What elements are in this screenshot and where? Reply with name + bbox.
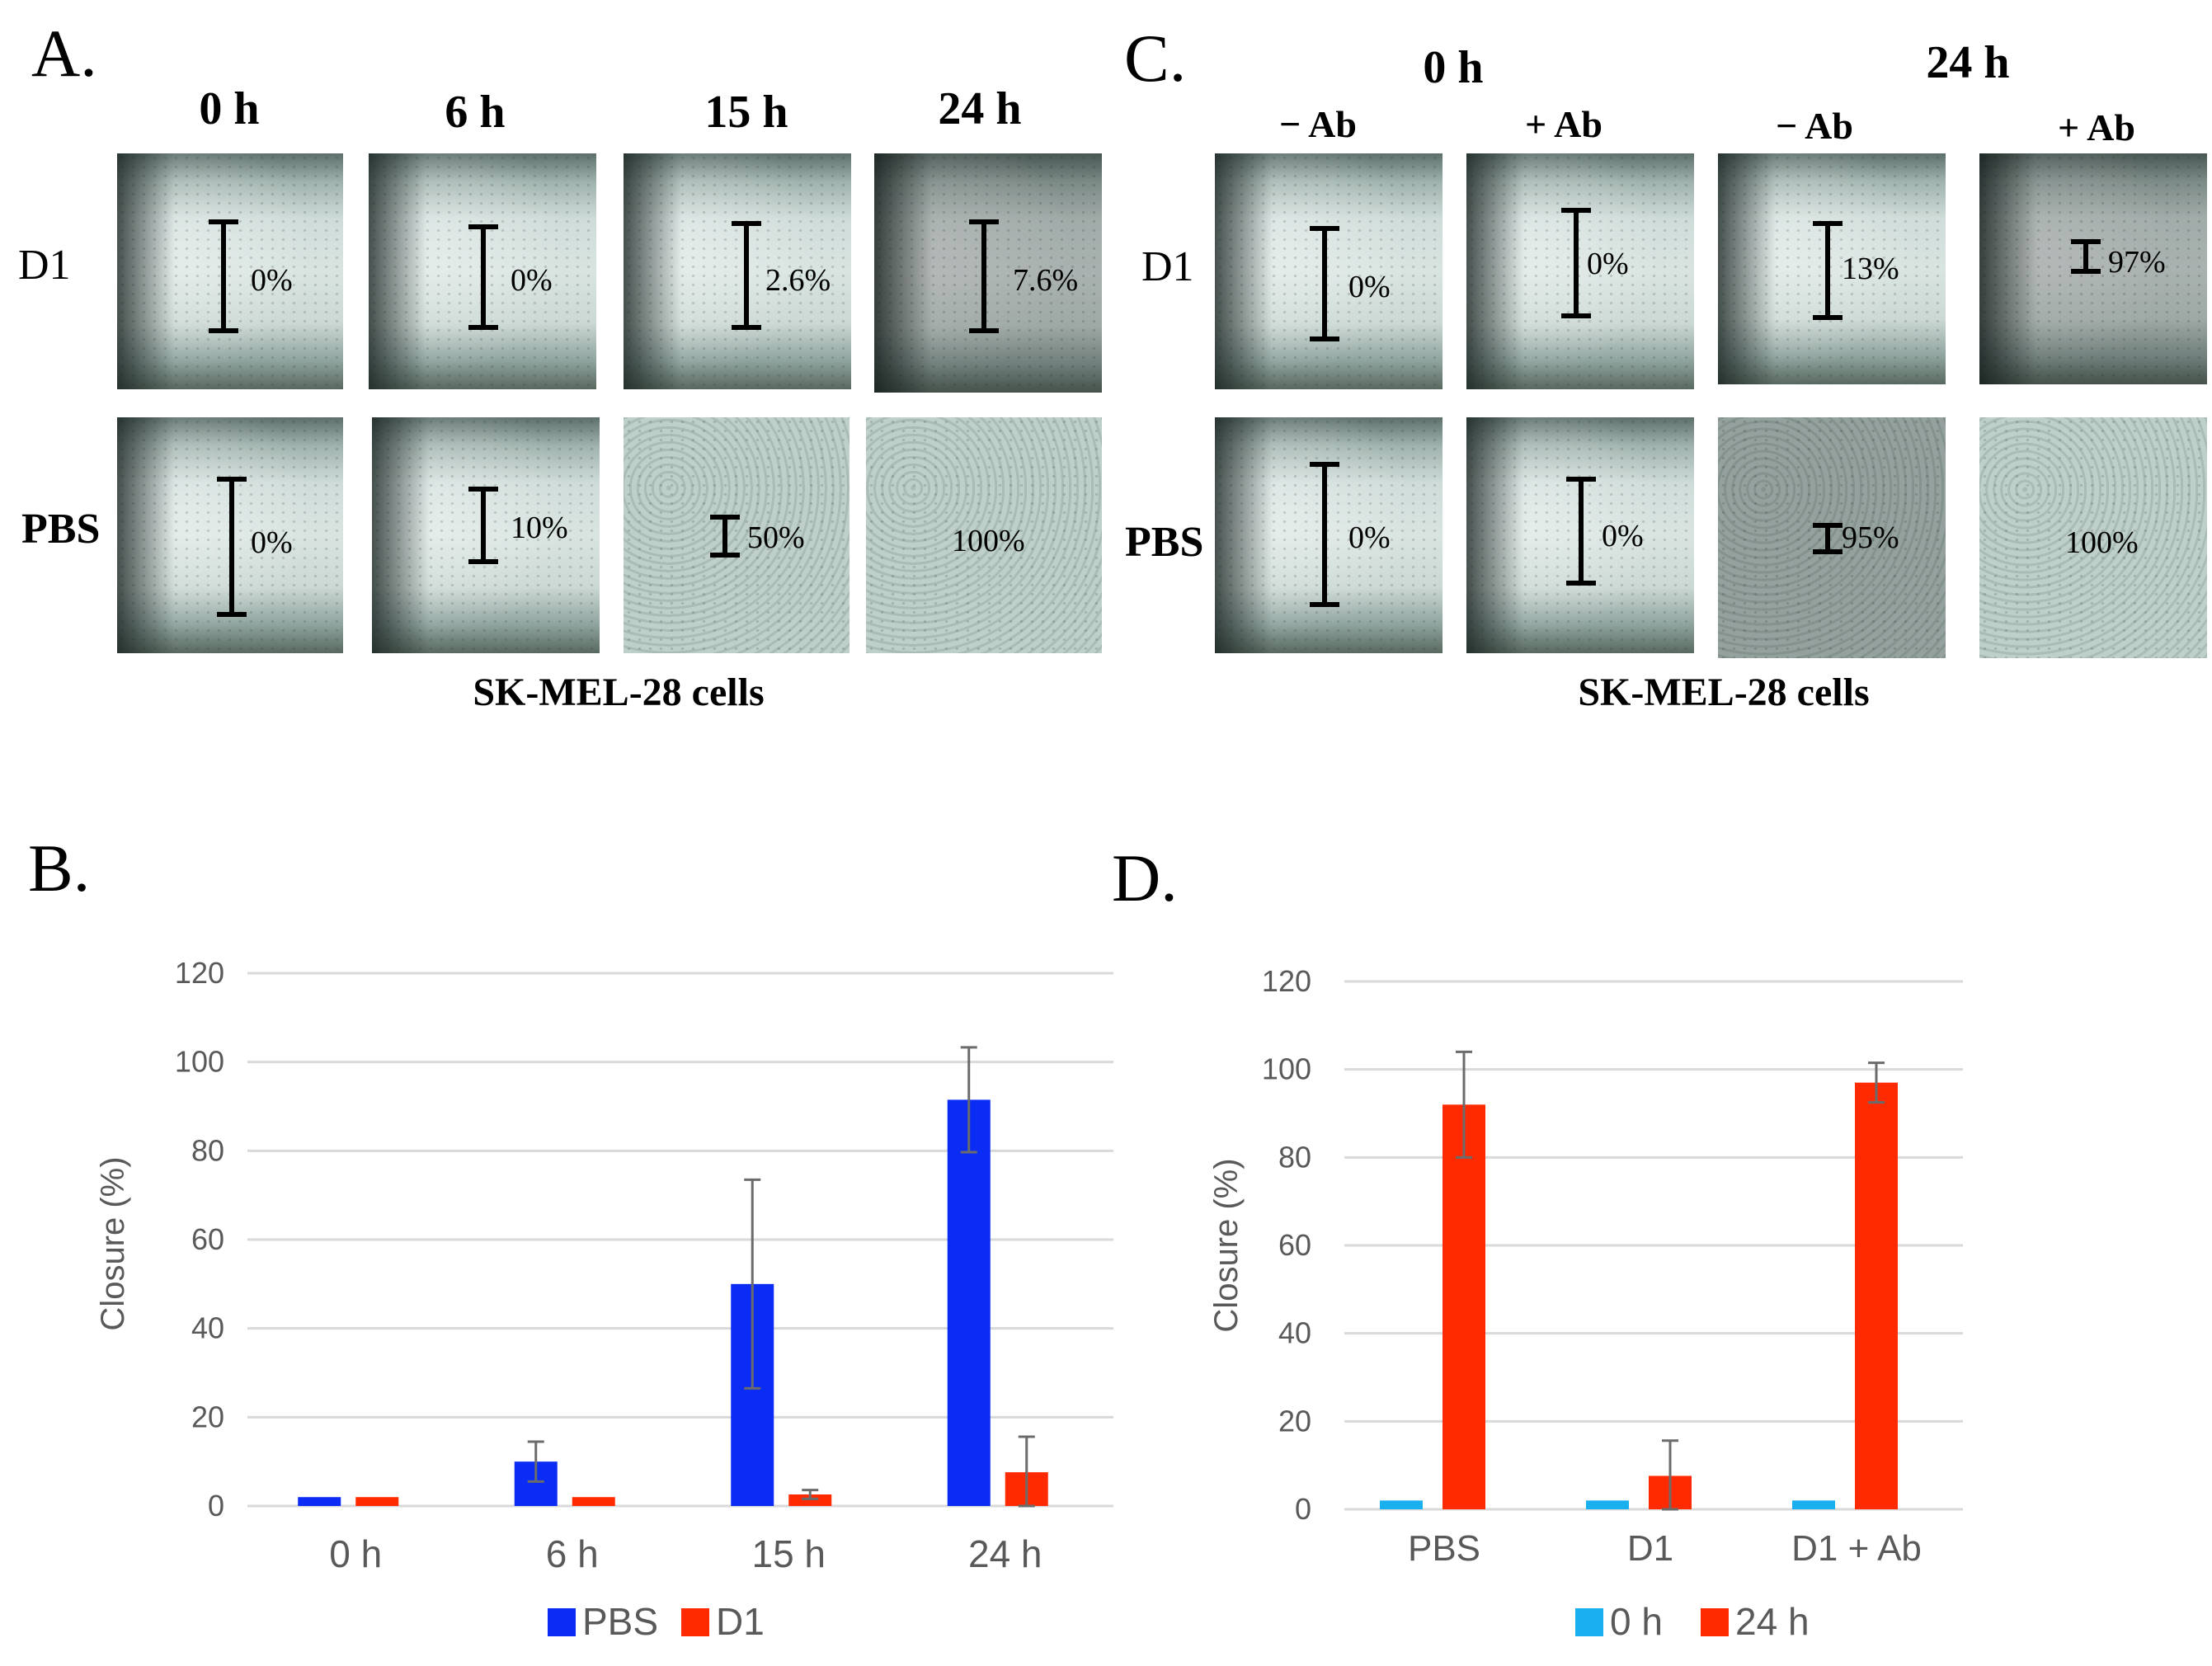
y-tick-label: 60	[191, 1222, 224, 1256]
closure-label: 10%	[511, 511, 568, 545]
micrograph-a-d1-0h: 0%	[117, 153, 343, 389]
y-tick-label: 120	[175, 956, 224, 990]
y-axis-label: Closure (%)	[1208, 1158, 1245, 1332]
panel-c-row-d1: D1	[1141, 243, 1194, 290]
micrograph-c-pbs-0h-plus-ab: 0%	[1466, 417, 1694, 653]
micrograph-c-pbs-24h-plus-ab: 100%	[1979, 417, 2207, 658]
closure-label: 100%	[2065, 525, 2139, 560]
legend-swatch	[1575, 1608, 1603, 1636]
bar-24-h	[1855, 1082, 1898, 1509]
legend-swatch	[1701, 1608, 1729, 1636]
panel-a-header-24h: 24 h	[938, 83, 1022, 134]
legend-label: PBS	[582, 1600, 658, 1643]
micrograph-a-pbs-24h: 100%	[866, 417, 1102, 653]
closure-label: 0%	[1602, 519, 1644, 553]
bar-pbs	[298, 1497, 341, 1506]
micrograph-c-d1-0h-plus-ab: 0%	[1466, 153, 1694, 389]
y-tick-label: 100	[1262, 1052, 1311, 1086]
micrograph-c-d1-0h-minus-ab: 0%	[1215, 153, 1443, 389]
x-tick-label: D1	[1627, 1528, 1673, 1569]
legend-label: D1	[716, 1600, 765, 1643]
bar-0-h	[1586, 1500, 1629, 1509]
panel-a-row-pbs: PBS	[21, 506, 101, 553]
panel-d-label: D.	[1112, 840, 1178, 915]
closure-label: 0%	[251, 525, 293, 560]
panel-c-caption: SK-MEL-28 cells	[1578, 671, 1870, 714]
legend-swatch	[681, 1608, 709, 1636]
y-tick-label: 20	[1278, 1404, 1311, 1438]
panel-b-label: B.	[28, 831, 91, 906]
y-tick-label: 0	[1295, 1492, 1311, 1526]
bar-0-h	[1792, 1500, 1835, 1509]
y-tick-label: 80	[191, 1133, 224, 1167]
micrograph-c-pbs-24h-minus-ab: 95%	[1718, 417, 1946, 658]
panel-c-subheader-plus-ab-24h: + Ab	[2058, 106, 2135, 148]
panel-a-header-6h: 6 h	[445, 87, 506, 138]
y-tick-label: 40	[191, 1311, 224, 1345]
closure-label: 0%	[1348, 520, 1391, 555]
panel-c-label: C.	[1124, 21, 1187, 96]
micrograph-a-pbs-15h: 50%	[624, 417, 850, 653]
micrograph-a-d1-24h: 7.6%	[874, 153, 1102, 393]
micrograph-c-d1-24h-minus-ab: 13%	[1718, 153, 1946, 384]
panel-a-row-d1: D1	[18, 242, 71, 289]
panel-c-header-0h: 0 h	[1423, 42, 1484, 93]
micrograph-c-pbs-0h-minus-ab: 0%	[1215, 417, 1443, 653]
y-axis-label: Closure (%)	[95, 1156, 131, 1330]
bar-0-h	[1380, 1500, 1423, 1509]
micrograph-c-d1-24h-plus-ab: 97%	[1979, 153, 2207, 384]
x-tick-label: PBS	[1408, 1528, 1480, 1569]
panel-a-caption: SK-MEL-28 cells	[473, 671, 765, 714]
panel-c-subheader-minus-ab-0h: − Ab	[1279, 103, 1357, 145]
legend-swatch	[548, 1608, 576, 1636]
panel-a-header-15h: 15 h	[704, 87, 788, 138]
bar-d1	[572, 1497, 615, 1506]
y-tick-label: 60	[1278, 1228, 1311, 1262]
panel-a-header-0h: 0 h	[199, 83, 260, 134]
closure-label: 13%	[1842, 252, 1899, 286]
bar-d1	[355, 1497, 399, 1506]
panel-a-label: A.	[31, 16, 97, 91]
y-tick-label: 80	[1278, 1140, 1311, 1174]
micrograph-a-pbs-0h: 0%	[117, 417, 343, 653]
chart-b: 0 20 40 60 80 100 120 Closure (%) 0 h 6 h 15 h 24 h…	[95, 956, 1113, 1643]
panel-c-subheader-minus-ab-24h: − Ab	[1776, 105, 1853, 147]
legend-label: 24 h	[1735, 1600, 1810, 1643]
y-tick-label: 0	[208, 1489, 224, 1522]
micrograph-a-d1-15h: 2.6%	[624, 153, 851, 389]
x-tick-label: D1 + Ab	[1791, 1528, 1922, 1569]
bar-pbs	[947, 1099, 991, 1506]
closure-label: 0%	[1348, 270, 1391, 304]
y-tick-label: 100	[175, 1045, 224, 1079]
closure-label: 0%	[1587, 247, 1629, 281]
closure-label: 0%	[251, 263, 293, 298]
bar-d1	[788, 1494, 832, 1506]
x-tick-label: 6 h	[546, 1532, 599, 1575]
chart-d: 0 20 40 60 80 100 120 Closure (%) PBS D1 D1 + Ab 0 …	[1208, 964, 1963, 1643]
bar-24-h	[1443, 1104, 1485, 1509]
x-tick-label: 15 h	[751, 1532, 826, 1575]
x-tick-label: 0 h	[329, 1532, 382, 1575]
y-tick-label: 120	[1262, 964, 1311, 998]
micrograph-a-d1-6h: 0%	[369, 153, 596, 389]
closure-label: 95%	[1842, 520, 1899, 555]
panel-c-subheader-plus-ab-0h: + Ab	[1525, 103, 1603, 145]
closure-label: 7.6%	[1013, 263, 1079, 298]
y-tick-label: 20	[191, 1400, 224, 1433]
closure-label: 100%	[952, 524, 1025, 558]
closure-label: 0%	[511, 263, 553, 298]
legend-label: 0 h	[1610, 1600, 1663, 1643]
micrograph-a-pbs-6h: 10%	[372, 417, 600, 653]
panel-c-header-24h: 24 h	[1926, 37, 2010, 88]
closure-label: 2.6%	[765, 263, 831, 298]
y-tick-label: 40	[1278, 1316, 1311, 1350]
closure-label: 50%	[747, 520, 805, 555]
x-tick-label: 24 h	[968, 1532, 1042, 1575]
panel-c-row-pbs: PBS	[1125, 519, 1204, 566]
closure-label: 97%	[2108, 245, 2166, 280]
